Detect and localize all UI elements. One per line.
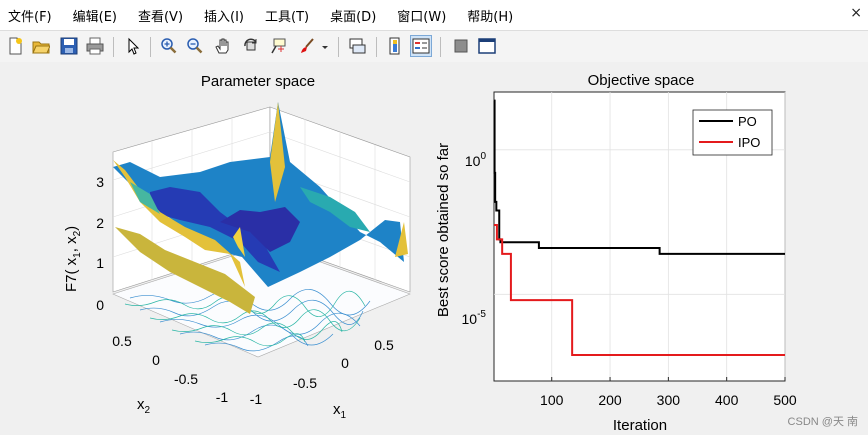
objective-chart: Objective space 100 10-5 100 200 300 400… bbox=[435, 72, 797, 434]
x-tick-500: 500 bbox=[773, 392, 797, 408]
y-tick-base-0: 10 bbox=[465, 153, 481, 169]
x1-label-main: x bbox=[333, 401, 341, 418]
z-label-sub1: 1 bbox=[72, 252, 83, 258]
close-icon[interactable]: × bbox=[850, 5, 862, 21]
dock-icon[interactable] bbox=[476, 35, 498, 57]
chart-title: Objective space bbox=[588, 72, 695, 89]
x2-label-sub: 2 bbox=[145, 405, 151, 416]
y-axis-label: Best score obtained so far bbox=[435, 143, 452, 317]
x1-tick-0: 0 bbox=[341, 355, 349, 371]
y-tick-base-1: 10 bbox=[462, 311, 478, 327]
z-tick-2: 2 bbox=[96, 215, 104, 231]
watermark: CSDN @天 南 bbox=[788, 415, 858, 428]
link-plot-icon[interactable] bbox=[346, 35, 368, 57]
legend-label-ipo: IPO bbox=[738, 135, 760, 150]
menu-bar: 文件(F) 编辑(E) 查看(V) 插入(I) 工具(T) 桌面(D) 窗口(W… bbox=[0, 0, 868, 30]
menu-tools[interactable]: 工具(T) bbox=[265, 9, 310, 25]
pan-hand-icon[interactable] bbox=[212, 35, 234, 57]
z-tick-labels: 3 2 1 0 bbox=[96, 174, 104, 313]
x2-tick-neg0.5: -0.5 bbox=[174, 371, 198, 387]
z-label-main: F7( x bbox=[63, 257, 80, 292]
x2-tick-0: 0 bbox=[152, 352, 160, 368]
brush-dropdown-icon[interactable] bbox=[318, 35, 332, 57]
new-figure-icon[interactable] bbox=[4, 35, 26, 57]
z-tick-1: 1 bbox=[96, 255, 104, 271]
legend-label-po: PO bbox=[738, 114, 757, 129]
menu-window[interactable]: 窗口(W) bbox=[397, 9, 447, 25]
print-icon[interactable] bbox=[84, 35, 106, 57]
open-file-icon[interactable] bbox=[30, 35, 52, 57]
x1-label-sub: 1 bbox=[341, 410, 347, 421]
y-tick-exp-1: -5 bbox=[477, 309, 486, 320]
surface-front-peak bbox=[233, 227, 245, 257]
surface-base bbox=[113, 102, 404, 287]
x2-tick-labels: 0.5 0 -0.5 -1 bbox=[112, 333, 228, 405]
x1-tick-neg0.5: -0.5 bbox=[293, 375, 317, 391]
y-tick-label-1e0: 100 bbox=[465, 151, 487, 169]
z-label-mid: , x bbox=[63, 236, 80, 252]
left-3d-axes: Parameter space bbox=[63, 73, 411, 421]
x-tick-100: 100 bbox=[540, 392, 564, 408]
surface-back-peak bbox=[270, 102, 285, 202]
menu-view[interactable]: 查看(V) bbox=[137, 9, 184, 25]
surface-deep-valley bbox=[150, 187, 280, 272]
z-label-end: ) bbox=[63, 226, 80, 231]
data-cursor-icon[interactable] bbox=[268, 35, 290, 57]
series-layer bbox=[493, 99, 785, 356]
z-axis-label: F7( x1, x2) bbox=[63, 226, 83, 292]
rotate-3d-icon[interactable] bbox=[240, 35, 262, 57]
figure-canvas: Parameter space bbox=[0, 62, 868, 435]
menu-insert[interactable]: 插入(I) bbox=[204, 9, 245, 25]
colorbar-icon[interactable] bbox=[384, 35, 406, 57]
surface-mid-green bbox=[130, 182, 160, 214]
x1-tick-0.5: 0.5 bbox=[374, 337, 394, 353]
menu-edit[interactable]: 编辑(E) bbox=[72, 9, 117, 25]
save-icon[interactable] bbox=[58, 35, 80, 57]
x2-axis-label: x2 bbox=[137, 396, 151, 416]
menu-desktop[interactable]: 桌面(D) bbox=[330, 9, 377, 25]
zoom-out-icon[interactable] bbox=[184, 35, 206, 57]
menu-file[interactable]: 文件(F) bbox=[8, 9, 52, 25]
x-tick-400: 400 bbox=[715, 392, 739, 408]
x1-axis-label: x1 bbox=[333, 401, 347, 421]
menu-help[interactable]: 帮助(H) bbox=[467, 9, 514, 25]
series-line-ipo bbox=[494, 223, 785, 356]
x-tick-labels: 100 200 300 400 500 bbox=[540, 392, 797, 408]
x1-tick-neg1: -1 bbox=[250, 391, 263, 407]
surface-right-ridge bbox=[395, 222, 408, 257]
x2-tick-0.5: 0.5 bbox=[112, 333, 132, 349]
x-tick-300: 300 bbox=[657, 392, 681, 408]
x-axis-label: Iteration bbox=[613, 417, 667, 434]
select-pointer-icon[interactable] bbox=[122, 35, 144, 57]
surface-deep-valley-2 bbox=[220, 207, 300, 252]
x2-label-main: x bbox=[137, 396, 145, 413]
surface-front-slope bbox=[115, 227, 255, 314]
x2-tick-neg1: -1 bbox=[216, 389, 229, 405]
legend-box bbox=[692, 109, 773, 156]
brush-icon[interactable] bbox=[296, 35, 318, 57]
zoom-in-icon[interactable] bbox=[158, 35, 180, 57]
surface-front-ridge bbox=[113, 160, 245, 287]
surface-right-teal bbox=[300, 187, 370, 232]
legend-icon[interactable] bbox=[410, 35, 432, 57]
x1-tick-labels: -1 -0.5 0 0.5 bbox=[250, 337, 394, 407]
z-label-sub2: 2 bbox=[72, 230, 83, 236]
x-tick-200: 200 bbox=[598, 392, 622, 408]
z-tick-3: 3 bbox=[96, 174, 104, 190]
y-tick-label-1e-5: 10-5 bbox=[462, 309, 487, 327]
z-tick-0: 0 bbox=[96, 297, 104, 313]
hide-tools-icon[interactable] bbox=[450, 35, 472, 57]
y-tick-exp-0: 0 bbox=[480, 151, 486, 162]
legend[interactable]: PO IPO bbox=[692, 109, 773, 156]
left-plot-title: Parameter space bbox=[201, 73, 315, 90]
toolbar bbox=[0, 30, 868, 63]
